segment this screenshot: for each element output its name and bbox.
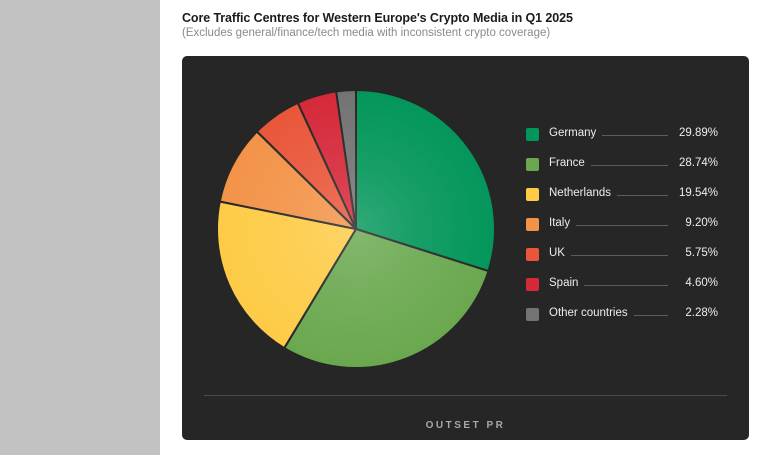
legend-value: 4.60% xyxy=(685,277,718,289)
chart-title: Core Traffic Centres for Western Europe'… xyxy=(182,11,573,25)
legend-item-uk: UK 5.75% xyxy=(524,245,718,265)
legend-value: 9.20% xyxy=(685,217,718,229)
legend-value: 29.89% xyxy=(678,127,718,139)
legend-label: Other countries xyxy=(549,307,634,319)
legend-value: 28.74% xyxy=(678,157,718,169)
legend-label: Germany xyxy=(549,127,603,139)
legend-leader-line xyxy=(549,255,668,256)
legend-item-germany: Germany 29.89% xyxy=(524,125,718,145)
legend-item-france: France 28.74% xyxy=(524,155,718,175)
legend-leader-line xyxy=(549,225,668,226)
footer-divider xyxy=(204,395,727,396)
legend-swatch xyxy=(526,158,539,171)
legend-swatch xyxy=(526,308,539,321)
legend-label: Italy xyxy=(549,217,577,229)
legend-label: UK xyxy=(549,247,571,259)
legend-value: 2.28% xyxy=(685,307,718,319)
legend-value: 5.75% xyxy=(685,247,718,259)
legend-leader-line xyxy=(549,285,668,286)
page-content: Core Traffic Centres for Western Europe'… xyxy=(160,0,770,455)
legend-label: Netherlands xyxy=(549,187,618,199)
legend-swatch xyxy=(526,188,539,201)
legend-label: Spain xyxy=(549,277,585,289)
legend-swatch xyxy=(526,218,539,231)
legend-leader-line xyxy=(549,165,668,166)
brand-logo: OUTSET PR xyxy=(425,420,506,431)
chart-card: Germany 29.89% France 28.74% Netherlands 19.5… xyxy=(182,56,749,440)
legend-leader-line xyxy=(549,135,668,136)
legend-item-spain: Spain 4.60% xyxy=(524,275,718,295)
legend-swatch xyxy=(526,278,539,291)
legend-item-other-countries: Other countries 2.28% xyxy=(524,305,718,325)
legend-item-italy: Italy 9.20% xyxy=(524,215,718,235)
legend-label: France xyxy=(549,157,591,169)
legend-swatch xyxy=(526,248,539,261)
legend-item-netherlands: Netherlands 19.54% xyxy=(524,185,718,205)
chart-subtitle: (Excludes general/finance/tech media wit… xyxy=(182,27,551,39)
legend-value: 19.54% xyxy=(678,187,718,199)
legend-swatch xyxy=(526,128,539,141)
